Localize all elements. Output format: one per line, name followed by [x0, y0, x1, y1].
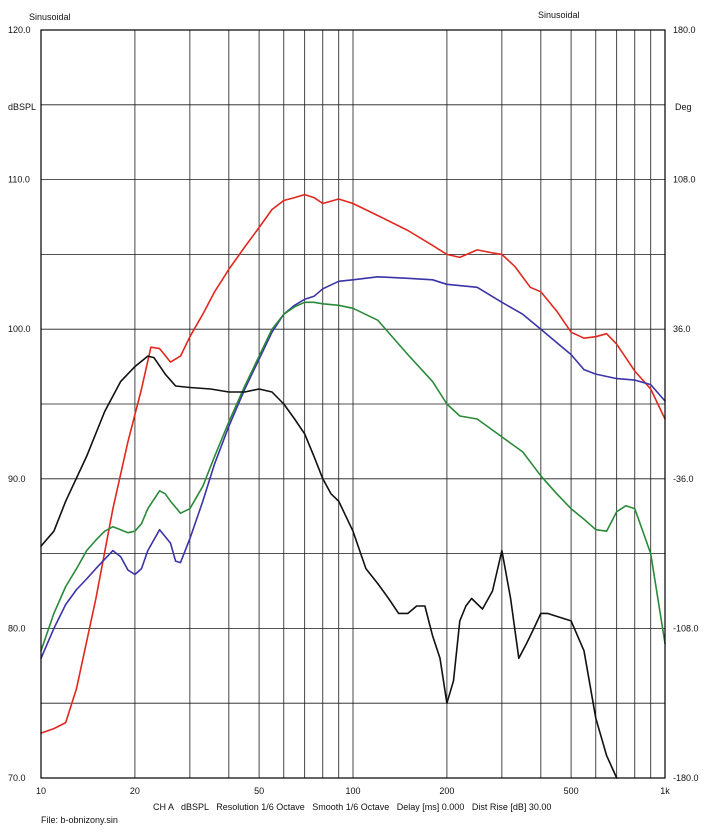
- x-tick-label: 500: [564, 786, 579, 796]
- y-left-tick-label: 110.0: [8, 175, 30, 185]
- y-right-tick-label: -108.0: [673, 623, 699, 633]
- x-tick-label: 1k: [660, 786, 670, 796]
- grid-lines: [41, 30, 665, 778]
- x-tick-label: 100: [345, 786, 360, 796]
- y-left-tick-label: 100.0: [8, 324, 31, 334]
- series-group: [40, 193, 666, 779]
- right-title: Sinusoidal: [538, 10, 580, 20]
- y-left-tick-label: 90.0: [8, 474, 26, 484]
- plot-frame: [40, 29, 666, 779]
- x-tick-label: 20: [130, 786, 140, 796]
- series-line-3: [40, 301, 666, 652]
- y-left-tick-label: 80.0: [8, 623, 26, 633]
- right-unit-label: Deg: [675, 102, 692, 112]
- x-tick-label: 50: [254, 786, 264, 796]
- series-line-1: [40, 193, 666, 734]
- y-right-tick-label: 108.0: [673, 175, 696, 185]
- left-unit-label: dBSPL: [8, 102, 36, 112]
- file-name: File: b-obnizony.sin: [41, 815, 118, 825]
- y-right-tick-label: 36.0: [673, 324, 691, 334]
- plot-border: [40, 29, 666, 779]
- y-left-tick-label: 120.0: [8, 25, 31, 35]
- y-right-tick-label: 180.0: [673, 25, 696, 35]
- left-title: Sinusoidal: [29, 12, 71, 22]
- y-right-tick-label: -36.0: [673, 474, 694, 484]
- y-left-tick-label: 70.0: [8, 773, 26, 783]
- series-line-2: [40, 275, 666, 660]
- x-tick-label: 200: [439, 786, 454, 796]
- series-line-4: [40, 355, 618, 779]
- measurement-settings: CH A dBSPL Resolution 1/6 Octave Smooth …: [153, 802, 552, 812]
- x-tick-label: 10: [36, 786, 46, 796]
- axis-labels: 120.0 110.0 100.0 90.0 80.0 70.0 180.0 108.0 36.…: [8, 25, 699, 796]
- y-right-tick-label: -180.0: [673, 773, 699, 783]
